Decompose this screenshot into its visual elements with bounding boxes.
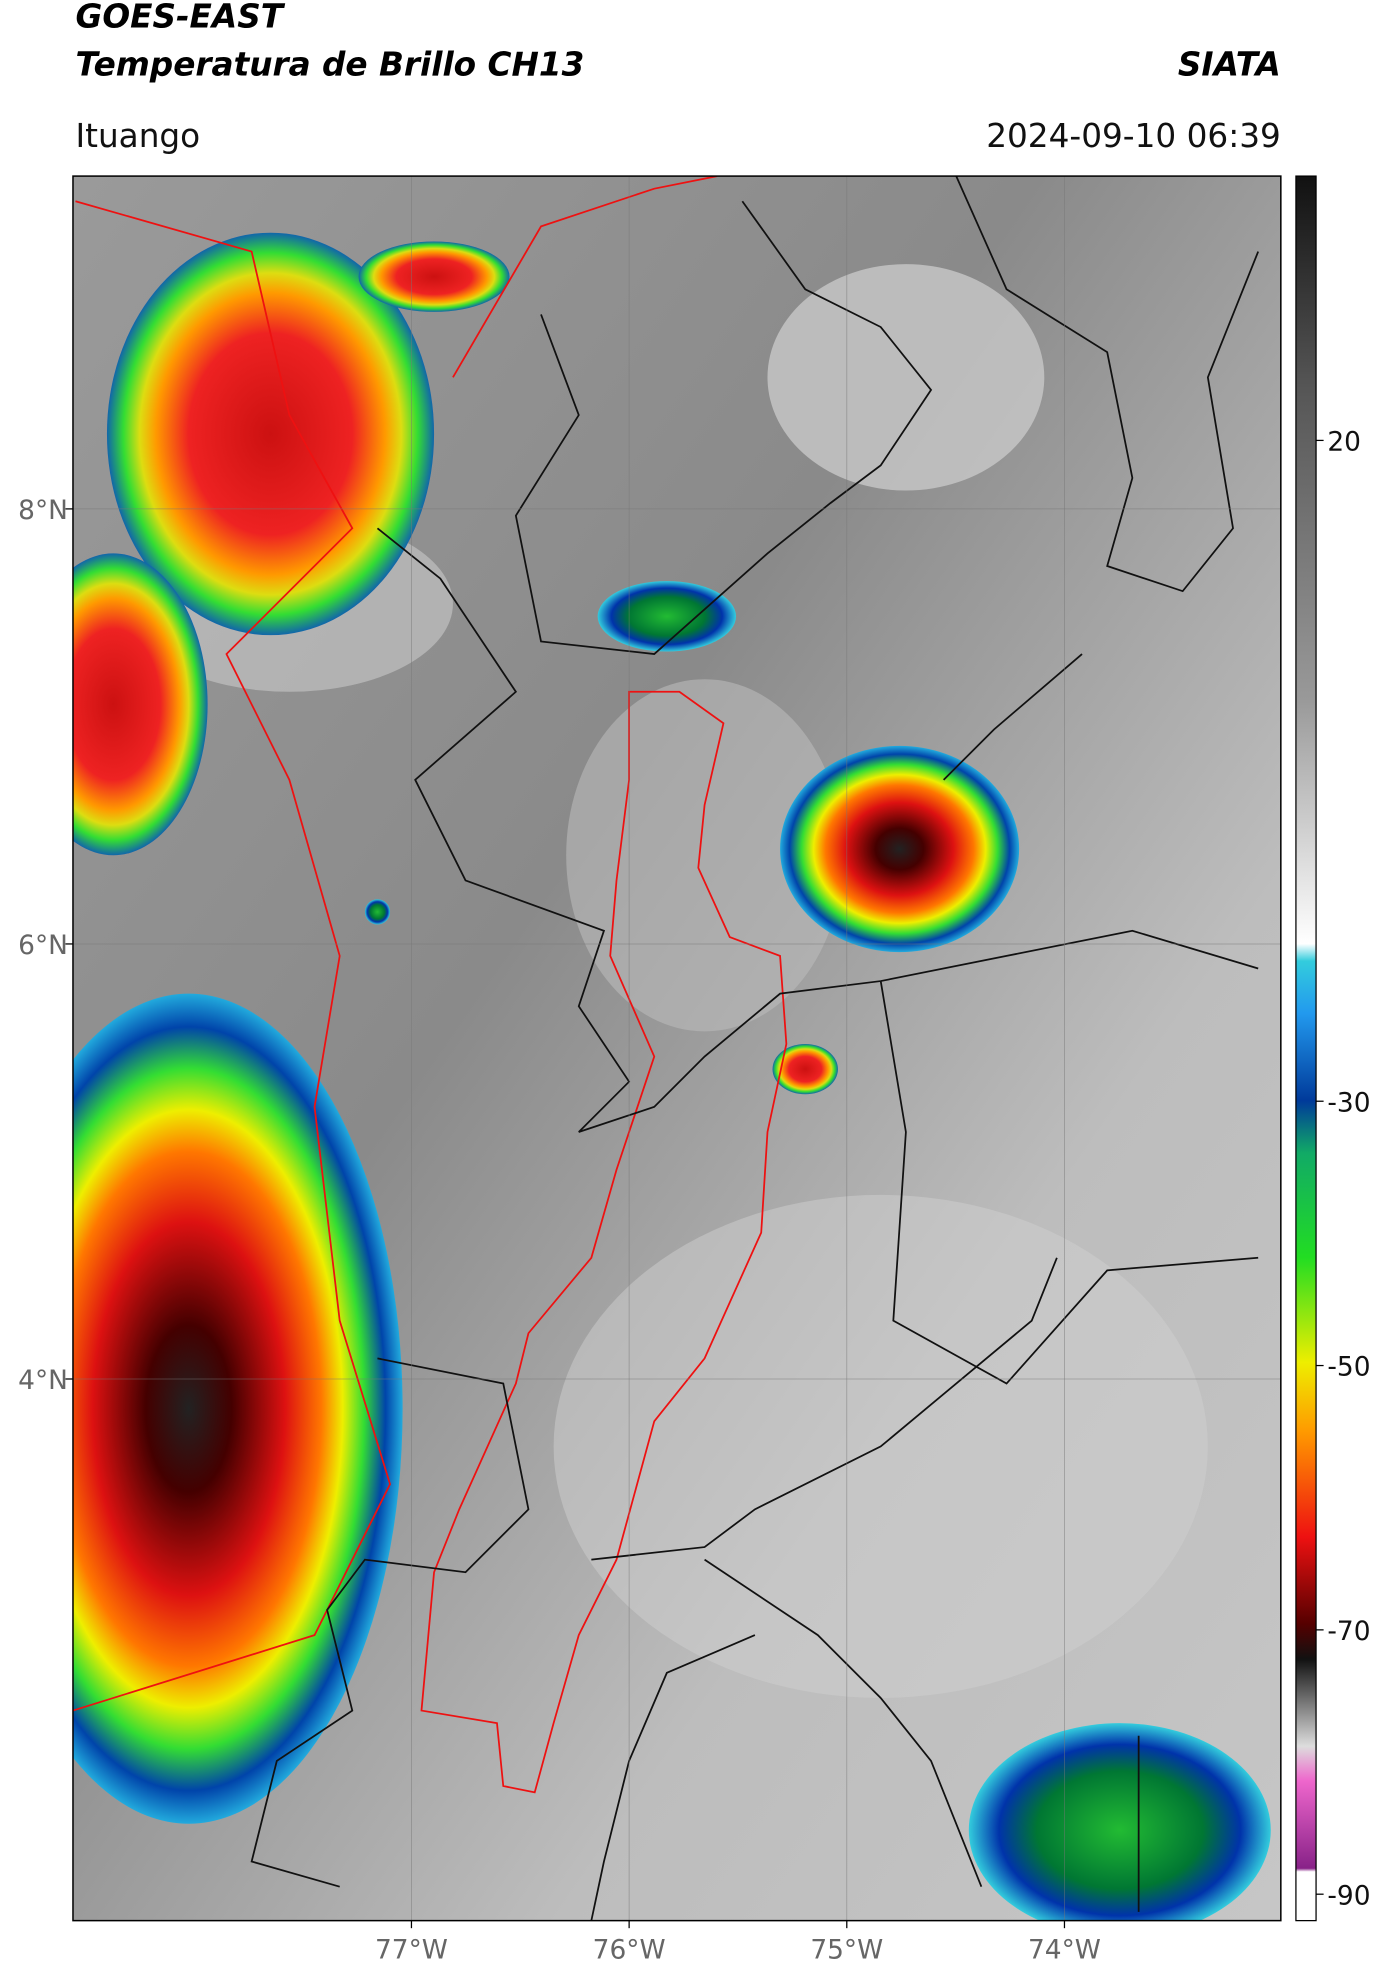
colorbar-tick-label: -30 [1327, 1087, 1370, 1118]
colorbar-tick-label: 20 [1327, 426, 1361, 457]
colorbar-tick-label: -70 [1327, 1616, 1370, 1647]
colorbar-tick-label: -50 [1327, 1352, 1370, 1383]
organization: SIATA [1178, 45, 1281, 83]
title-line: Temperatura de Brillo CH13 [75, 45, 584, 83]
colorbar-ticks: 20 -30 -50 -70 -90 [1316, 426, 1371, 1911]
y-tick-label: 8°N [18, 495, 68, 526]
satellite-image [72, 176, 1281, 1921]
grid: 77°W 76°W 75°W 74°W 8°N 6°N 4°N [18, 176, 1281, 1965]
y-tick-label: 4°N [18, 1365, 68, 1396]
title-line: GOES-EAST [75, 0, 285, 36]
colorbar-tick-label: -90 [1327, 1880, 1370, 1911]
datetime: 2024-09-10 06:39 [986, 117, 1281, 155]
x-tick-label: 77°W [375, 1934, 448, 1965]
location: Ituango [75, 117, 200, 155]
map-frame [72, 175, 1282, 1922]
y-tick-label: 6°N [18, 930, 68, 961]
x-tick-label: 75°W [810, 1934, 883, 1965]
colorbar [1295, 175, 1317, 1922]
x-tick-label: 74°W [1028, 1934, 1101, 1965]
x-tick-label: 76°W [593, 1934, 666, 1965]
